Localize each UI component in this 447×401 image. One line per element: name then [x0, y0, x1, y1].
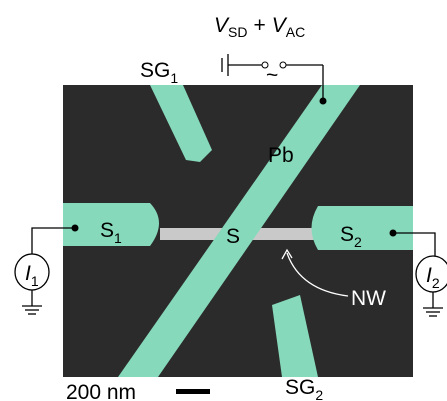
bias-label: VSD+VAC	[214, 14, 305, 40]
ac-symbol: ~	[266, 64, 278, 87]
sg1-label: SG1	[140, 59, 178, 86]
sg2-label: SG2	[285, 376, 323, 401]
lead-s2	[312, 206, 414, 250]
scale-label: 200 nm	[66, 381, 136, 401]
device-figure: VSD+VAC ~ SG1 Pb S1 S S2 NW I1 I2 200 nm…	[0, 0, 447, 401]
scale-bar	[176, 389, 210, 394]
pb-label: Pb	[268, 144, 294, 167]
s-label: S	[226, 225, 240, 248]
nw-label: NW	[351, 287, 386, 310]
